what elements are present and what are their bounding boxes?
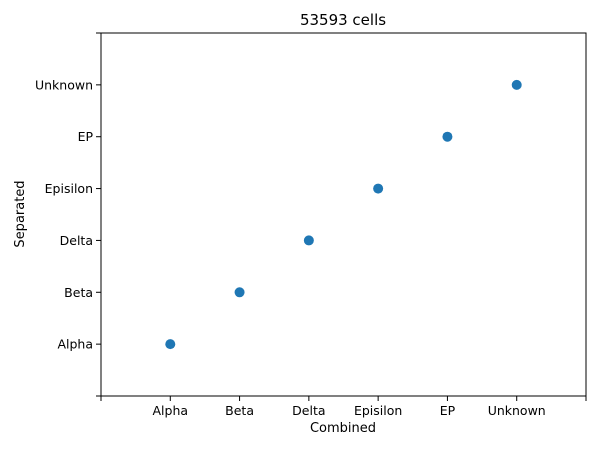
data-point-delta-delta xyxy=(303,235,314,246)
x-tick-label-unknown: Unknown xyxy=(488,403,546,418)
plot-frame xyxy=(100,32,587,397)
x-axis-ticks: Alpha Beta Delta Episilon EP Unknown xyxy=(100,396,587,418)
data-point-beta-beta xyxy=(234,287,245,298)
x-tick-label-ep: EP xyxy=(440,403,456,418)
chart-title: 53593 cells xyxy=(300,11,386,29)
y-tick-label-episilon: Episilon xyxy=(45,181,93,196)
y-tick-label-alpha: Alpha xyxy=(57,337,93,352)
x-tick-label-alpha: Alpha xyxy=(153,403,189,418)
y-tick-label-unknown: Unknown xyxy=(35,77,93,92)
y-tick-label-delta: Delta xyxy=(60,233,93,248)
x-tick-label-delta: Delta xyxy=(292,403,325,418)
data-points xyxy=(165,79,522,350)
data-point-unknown-unknown xyxy=(511,79,522,90)
y-tick-label-beta: Beta xyxy=(64,285,93,300)
y-tick-label-ep: EP xyxy=(78,129,94,144)
data-point-alpha-alpha xyxy=(165,339,176,350)
x-tick-label-beta: Beta xyxy=(225,403,254,418)
data-point-ep-ep xyxy=(442,131,453,142)
x-tick-label-episilon: Episilon xyxy=(354,403,402,418)
x-axis-label: Combined xyxy=(310,421,376,436)
y-axis-label: Separated xyxy=(13,180,28,247)
data-point-episilon-episilon xyxy=(373,183,384,194)
y-axis-ticks: Alpha Beta Delta Episilon EP Unknown xyxy=(35,32,101,397)
